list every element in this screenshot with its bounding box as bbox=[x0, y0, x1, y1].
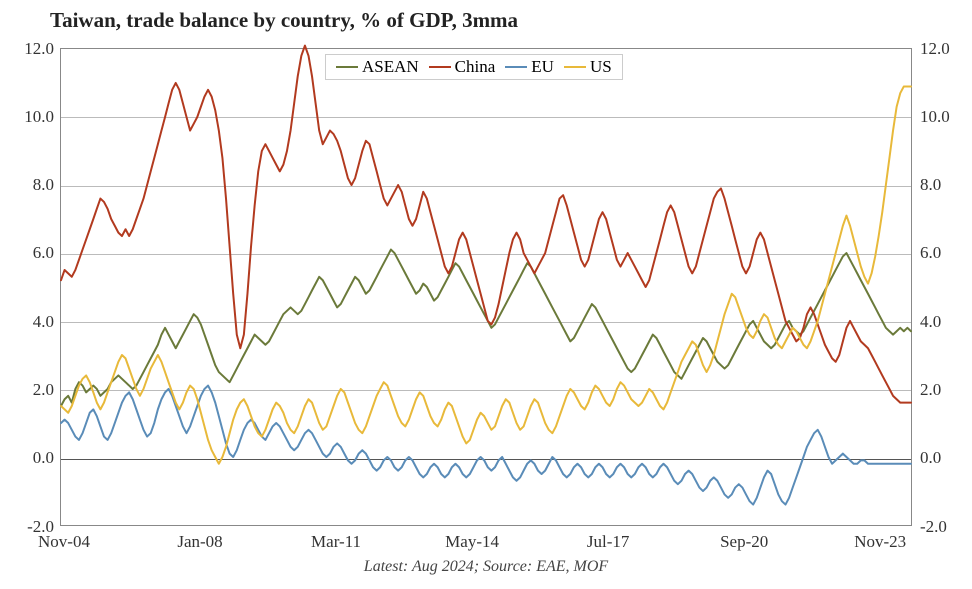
x-axis-label: Sep-20 bbox=[708, 532, 780, 552]
y-axis-label-left: 6.0 bbox=[33, 243, 54, 263]
chart-source: Latest: Aug 2024; Source: EAE, MOF bbox=[0, 558, 972, 576]
series-line bbox=[61, 250, 911, 406]
y-axis-label-right: 8.0 bbox=[920, 175, 941, 195]
x-axis-label: Jul-17 bbox=[572, 532, 644, 552]
y-axis-label-right: 4.0 bbox=[920, 312, 941, 332]
line-series-svg bbox=[61, 49, 911, 525]
y-axis-label-right: 10.0 bbox=[920, 107, 950, 127]
series-line bbox=[61, 86, 911, 463]
y-axis-label-left: 8.0 bbox=[33, 175, 54, 195]
y-axis-label-right: -2.0 bbox=[920, 517, 947, 537]
x-axis-label: May-14 bbox=[436, 532, 508, 552]
chart-title: Taiwan, trade balance by country, % of G… bbox=[50, 8, 518, 33]
y-axis-label-right: 6.0 bbox=[920, 243, 941, 263]
y-axis-label-left: 10.0 bbox=[24, 107, 54, 127]
y-axis-label-left: 4.0 bbox=[33, 312, 54, 332]
y-axis-label-right: 12.0 bbox=[920, 39, 950, 59]
x-axis-label: Mar-11 bbox=[300, 532, 372, 552]
x-axis-label: Jan-08 bbox=[164, 532, 236, 552]
y-axis-label-right: 2.0 bbox=[920, 380, 941, 400]
x-axis-label: Nov-04 bbox=[28, 532, 100, 552]
y-axis-label-left: 0.0 bbox=[33, 448, 54, 468]
y-axis-label-right: 0.0 bbox=[920, 448, 941, 468]
series-line bbox=[61, 46, 911, 403]
x-axis-label: Nov-23 bbox=[844, 532, 916, 552]
y-axis-label-left: 2.0 bbox=[33, 380, 54, 400]
y-axis-label-left: 12.0 bbox=[24, 39, 54, 59]
plot-area bbox=[60, 48, 912, 526]
chart-container: Taiwan, trade balance by country, % of G… bbox=[0, 0, 972, 589]
series-line bbox=[61, 386, 911, 505]
